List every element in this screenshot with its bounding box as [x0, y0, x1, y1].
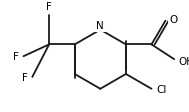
- Text: F: F: [13, 52, 19, 62]
- Text: O: O: [170, 15, 178, 24]
- Text: Cl: Cl: [157, 84, 167, 94]
- Text: N: N: [96, 21, 104, 31]
- Text: OH: OH: [178, 57, 189, 67]
- Text: F: F: [46, 2, 52, 12]
- Text: F: F: [22, 72, 28, 82]
